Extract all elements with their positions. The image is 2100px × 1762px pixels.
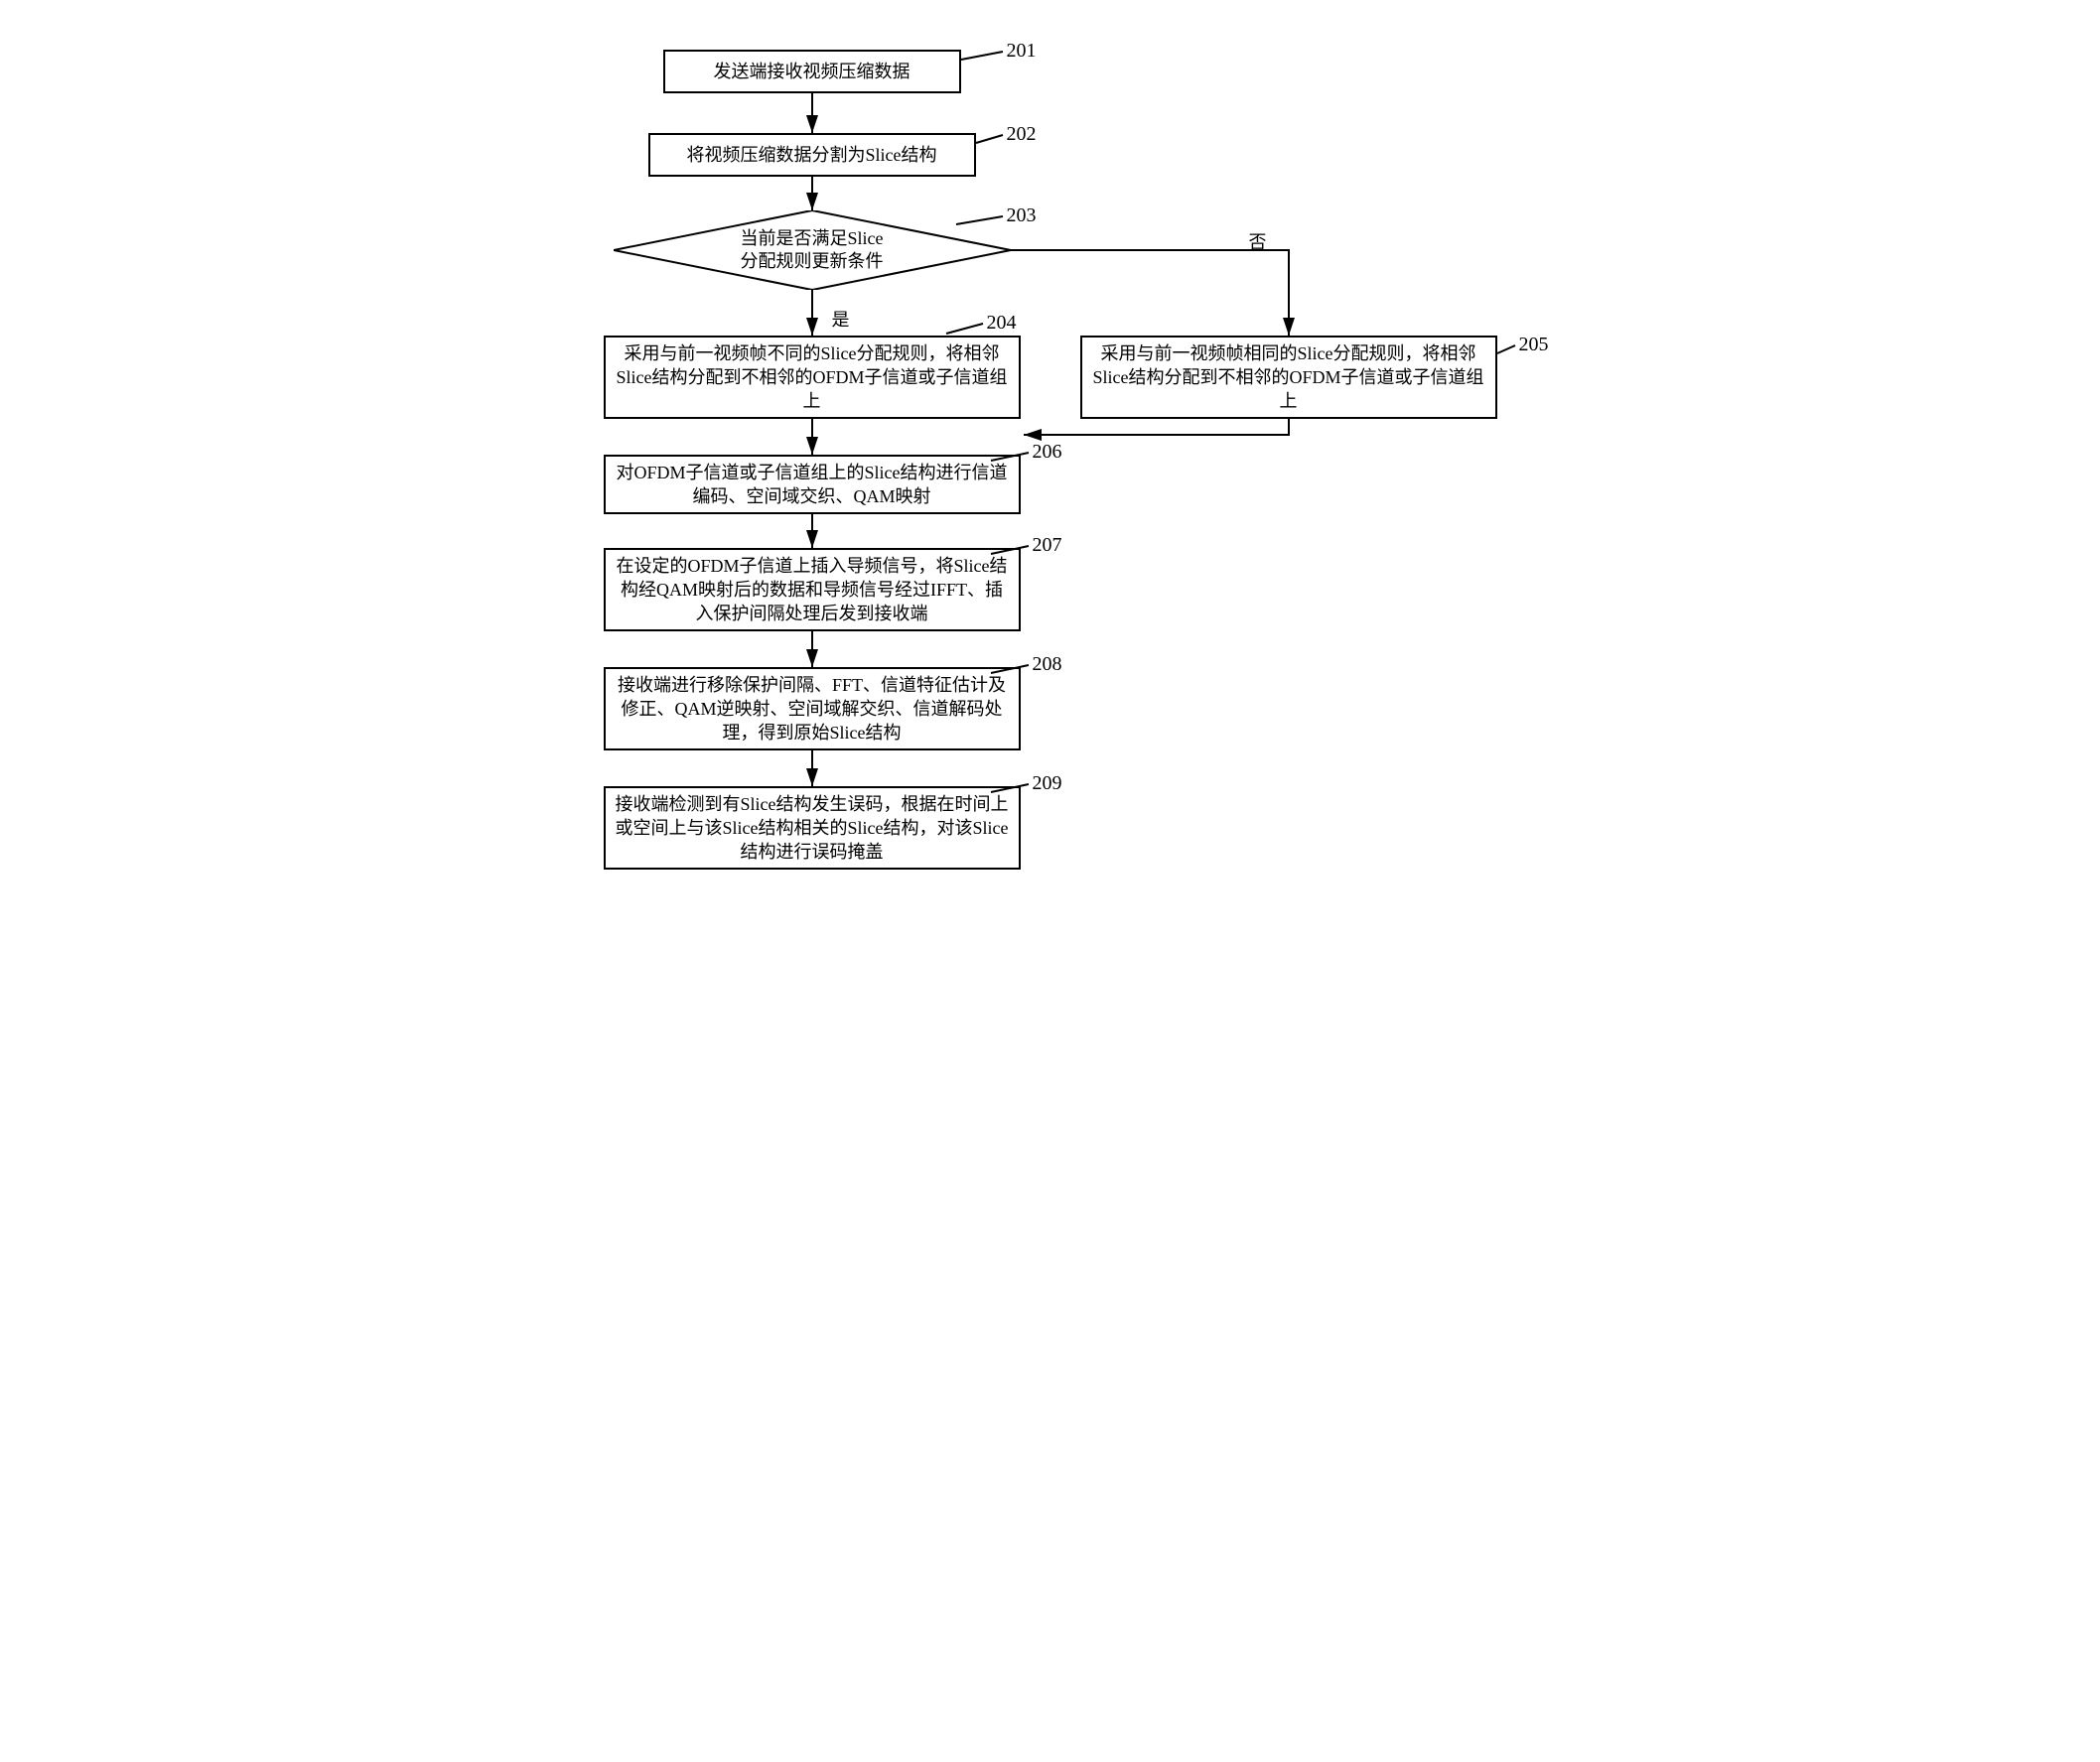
node-201-num: 201 — [1007, 40, 1037, 63]
edge-label-no: 否 — [1249, 228, 1267, 254]
node-209-text: 接收端检测到有Slice结构发生误码，根据在时间上或空间上与该Slice结构相关… — [616, 792, 1009, 865]
flowchart-canvas: 发送端接收视频压缩数据 201 将视频压缩数据分割为Slice结构 202 当前… — [554, 40, 1547, 893]
node-202: 将视频压缩数据分割为Slice结构 — [648, 133, 976, 177]
node-205-text: 采用与前一视频帧相同的Slice分配规则，将相邻Slice结构分配到不相邻的OF… — [1092, 341, 1485, 414]
node-205-num: 205 — [1519, 334, 1549, 356]
node-205: 采用与前一视频帧相同的Slice分配规则，将相邻Slice结构分配到不相邻的OF… — [1080, 336, 1497, 419]
node-207-text: 在设定的OFDM子信道上插入导频信号，将Slice结构经QAM映射后的数据和导频… — [616, 554, 1009, 626]
node-206: 对OFDM子信道或子信道组上的Slice结构进行信道编码、空间域交织、QAM映射 — [604, 455, 1021, 514]
node-208-text: 接收端进行移除保护间隔、FFT、信道特征估计及修正、QAM逆映射、空间域解交织、… — [616, 673, 1009, 745]
node-206-text: 对OFDM子信道或子信道组上的Slice结构进行信道编码、空间域交织、QAM映射 — [616, 461, 1009, 509]
node-207: 在设定的OFDM子信道上插入导频信号，将Slice结构经QAM映射后的数据和导频… — [604, 548, 1021, 631]
node-208-num: 208 — [1033, 653, 1062, 676]
node-208: 接收端进行移除保护间隔、FFT、信道特征估计及修正、QAM逆映射、空间域解交织、… — [604, 667, 1021, 750]
node-202-num: 202 — [1007, 123, 1037, 146]
node-201-text: 发送端接收视频压缩数据 — [714, 60, 910, 83]
node-204-num: 204 — [987, 312, 1017, 335]
node-203-text: 当前是否满足Slice 分配规则更新条件 — [741, 227, 884, 274]
node-209-num: 209 — [1033, 772, 1062, 795]
node-204-text: 采用与前一视频帧不同的Slice分配规则，将相邻Slice结构分配到不相邻的OF… — [616, 341, 1009, 414]
node-204: 采用与前一视频帧不同的Slice分配规则，将相邻Slice结构分配到不相邻的OF… — [604, 336, 1021, 419]
node-202-text: 将视频压缩数据分割为Slice结构 — [687, 143, 937, 167]
edge-label-yes: 是 — [832, 306, 850, 332]
node-201: 发送端接收视频压缩数据 — [663, 50, 961, 93]
node-203: 当前是否满足Slice 分配规则更新条件 — [614, 210, 1011, 290]
node-203-num: 203 — [1007, 204, 1037, 227]
node-207-num: 207 — [1033, 534, 1062, 557]
node-206-num: 206 — [1033, 441, 1062, 464]
node-209: 接收端检测到有Slice结构发生误码，根据在时间上或空间上与该Slice结构相关… — [604, 786, 1021, 870]
